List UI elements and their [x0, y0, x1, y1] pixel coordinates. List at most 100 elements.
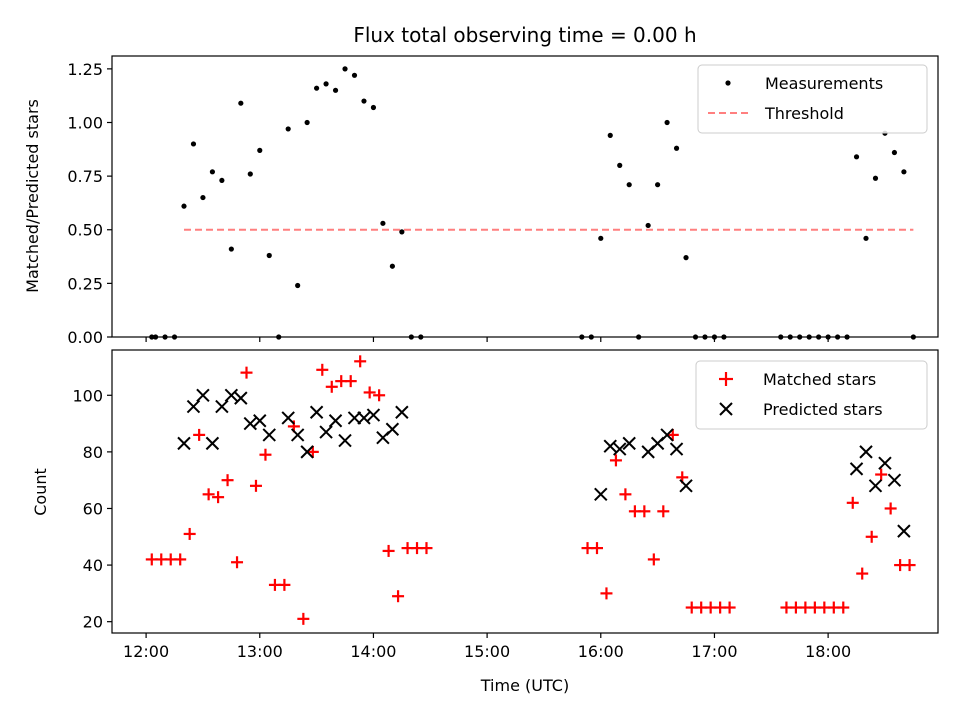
measurement-point-30	[579, 334, 585, 340]
measurement-point-37	[645, 222, 651, 229]
predicted-star-point-26	[622, 436, 636, 451]
measurement-point-38	[655, 182, 661, 188]
measurement-point-7	[209, 169, 216, 175]
measurement-point-2	[162, 334, 168, 340]
predicted-star-point-5	[224, 388, 239, 402]
measurement-point-18	[314, 85, 320, 91]
measurement-point-42	[692, 334, 699, 340]
matched-star-point-3	[174, 553, 187, 566]
matched-star-point-5	[193, 428, 206, 441]
bottom-y-axis-label: Count	[31, 468, 50, 516]
top-legend-box	[697, 64, 928, 134]
measurement-point-0	[149, 334, 155, 340]
predicted-star-point-37	[897, 524, 911, 538]
matched-star-point-11	[249, 479, 262, 492]
measurement-point-25	[380, 220, 386, 226]
predicted-star-point-14	[319, 425, 333, 439]
measurement-point-23	[361, 98, 367, 104]
matched-star-point-31	[590, 542, 603, 555]
x-tick-label-1: 13:00	[237, 642, 283, 661]
measurement-point-35	[626, 182, 632, 188]
measurement-point-46	[778, 334, 784, 340]
measurement-point-48	[797, 334, 803, 340]
measurement-point-41	[683, 255, 689, 261]
predicted-star-point-8	[253, 414, 267, 428]
measurement-point-53	[844, 334, 850, 340]
measurement-point-10	[238, 100, 244, 106]
measurement-point-24	[370, 104, 377, 111]
matched-star-point-9	[231, 556, 244, 569]
measurement-point-19	[323, 81, 329, 87]
measurement-point-43	[702, 334, 708, 340]
predicted-star-point-0	[177, 436, 191, 451]
measurement-point-60	[910, 334, 916, 340]
predicted-star-point-4	[215, 399, 229, 414]
bottom-plot-frame	[111, 349, 939, 634]
measurement-point-36	[636, 334, 642, 340]
matched-star-point-6	[202, 488, 215, 501]
measurement-point-52	[834, 334, 841, 340]
bottom-y-tick-label-2: 60	[83, 499, 103, 518]
matched-star-point-14	[278, 578, 291, 591]
measurement-point-12	[257, 147, 263, 153]
measurement-point-28	[408, 334, 414, 340]
predicted-star-point-23	[594, 487, 608, 502]
bottom-y-ticks: 20 40 60 80 100	[72, 386, 112, 632]
top-x-ticks	[145, 337, 829, 342]
measurement-point-50	[816, 334, 822, 340]
measurement-point-17	[304, 119, 310, 126]
measurement-point-47	[787, 334, 793, 340]
matched-star-point-8	[221, 474, 234, 487]
matched-star-point-59	[903, 559, 916, 572]
predicted-star-point-10	[281, 411, 295, 425]
predicted-star-point-36	[887, 473, 902, 487]
measurement-point-31	[588, 334, 594, 340]
legend-measurements-label: Measurements	[765, 74, 883, 93]
measurement-point-40	[673, 145, 680, 151]
bottom-y-tick-label-1: 40	[83, 556, 103, 575]
predicted-star-point-34	[868, 479, 883, 493]
matched-star-point-26	[392, 590, 405, 603]
measurement-point-21	[342, 66, 348, 72]
matched-star-point-22	[354, 355, 367, 368]
bottom-x-ticks: 12:00 13:00 14:00 15:00 16:00 17:00 18:00	[123, 633, 851, 661]
legend-predicted-label: Predicted stars	[763, 400, 883, 419]
x-tick-label-0: 12:00	[123, 642, 169, 661]
predicted-star-point-19	[366, 408, 381, 422]
flux-ratio-panel: Flux total observing time = 0.00 h Match…	[23, 23, 939, 347]
predicted-star-point-15	[328, 414, 343, 428]
predicted-star-point-16	[338, 433, 352, 448]
bottom-legend: Matched stars Predicted stars	[695, 360, 928, 430]
predicted-star-point-31	[679, 479, 693, 493]
measurement-point-55	[863, 235, 869, 241]
predicted-star-point-24	[603, 439, 617, 453]
measurement-point-56	[872, 175, 879, 181]
top-series-layer	[149, 66, 916, 340]
predicted-star-point-17	[347, 411, 362, 425]
measurement-point-5	[190, 141, 197, 147]
measurement-point-49	[806, 334, 812, 340]
measurement-point-9	[228, 246, 234, 252]
matched-star-point-37	[647, 553, 660, 566]
measurement-point-34	[617, 162, 623, 168]
top-y-tick-label-4: 1.00	[67, 113, 103, 132]
matched-star-point-23	[363, 386, 376, 399]
bottom-y-tick-label-4: 100	[72, 386, 103, 405]
bottom-x-axis-label: Time (UTC)	[480, 676, 569, 695]
measurement-point-59	[901, 169, 907, 175]
predicted-star-point-3	[205, 436, 220, 451]
predicted-star-point-32	[849, 462, 864, 476]
measurement-point-15	[285, 126, 291, 132]
matched-star-point-52	[837, 601, 850, 614]
x-tick-label-4: 16:00	[578, 642, 624, 661]
bottom-legend-box	[695, 360, 928, 430]
x-tick-label-6: 18:00	[805, 642, 851, 661]
measurement-point-26	[389, 263, 395, 269]
measurement-point-11	[247, 171, 253, 177]
measurement-point-32	[598, 235, 604, 241]
top-y-tick-label-2: 0.50	[67, 221, 103, 240]
predicted-star-point-13	[309, 405, 324, 419]
matched-star-point-10	[240, 366, 253, 379]
bottom-series-layer	[145, 355, 916, 625]
measurement-point-45	[721, 334, 727, 340]
